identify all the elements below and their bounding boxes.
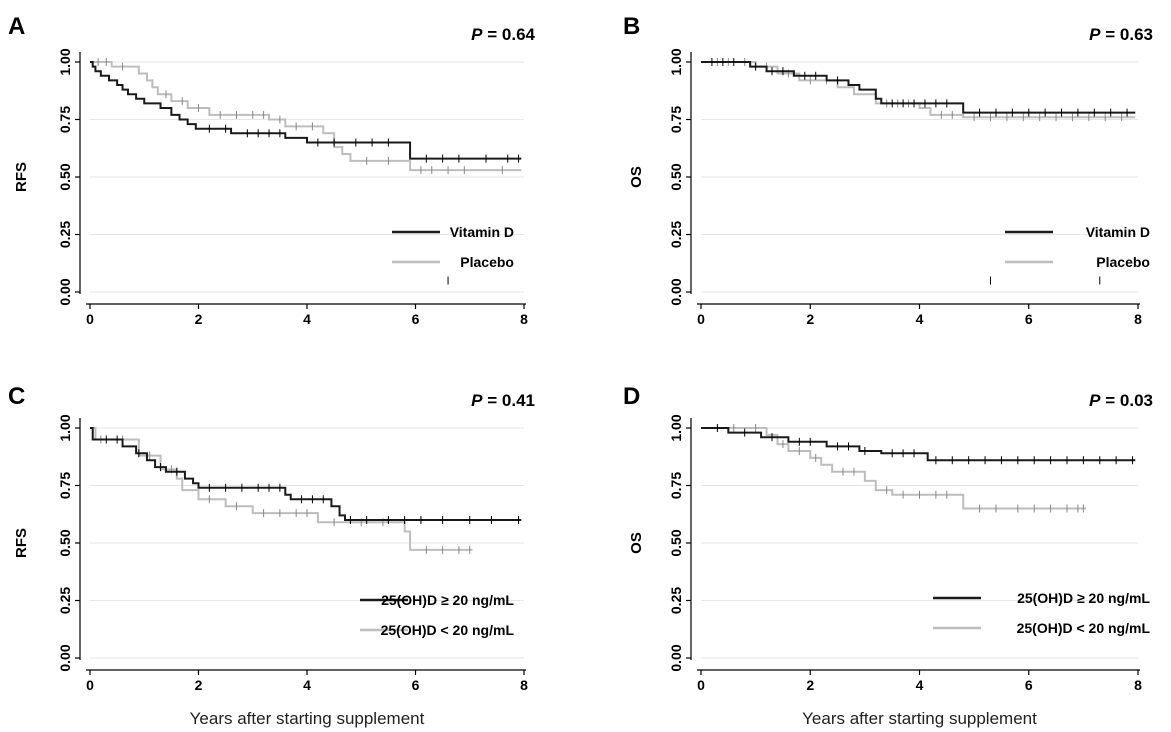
x-tick-label: 6	[1025, 677, 1033, 693]
y-tick-label: 0.25	[57, 587, 73, 614]
x-tick-label: 4	[916, 311, 924, 327]
series-line	[701, 61, 1136, 114]
x-tick-label: 2	[806, 677, 814, 693]
y-tick-label: 0.75	[668, 472, 684, 499]
x-tick-label: 6	[412, 311, 420, 327]
legend-label: 25(OH)D < 20 ng/mL	[1017, 620, 1151, 636]
panel-letter: D	[623, 383, 640, 410]
panel-letter: C	[8, 383, 25, 410]
x-tick-label: 0	[697, 311, 705, 327]
series-line	[701, 61, 1136, 119]
y-axis-title: OS	[628, 532, 645, 554]
x-tick-label: 4	[916, 677, 924, 693]
x-tick-label: 0	[697, 677, 705, 693]
panel-b: B P = 0.63 0.00 0.25 0.50 0.75 1.00 0 2 4 6 8 OS Vi…	[623, 13, 1153, 327]
y-axis-title: OS	[628, 166, 645, 188]
x-tick-label: 6	[1025, 311, 1033, 327]
plot-area: 0.00 0.25 0.50 0.75 1.00 0 2 4 6 8 OS Vitamin D Plac…	[628, 48, 1150, 327]
y-tick-label: 0.50	[668, 529, 684, 556]
y-tick-label: 0.00	[57, 644, 73, 671]
plot-area: 0.00 0.25 0.50 0.75 1.00 0 2 4 6 8 RFS Vitamin D Pla…	[13, 48, 528, 327]
x-axis-title: Years after starting supplement	[802, 709, 1037, 728]
series-line	[90, 61, 522, 160]
y-tick-label: 1.00	[57, 414, 73, 441]
x-tick-label: 2	[806, 311, 814, 327]
y-tick-label: 1.00	[57, 48, 73, 75]
x-tick-label: 2	[195, 677, 203, 693]
p-value: P = 0.64	[471, 25, 535, 44]
y-tick-label: 0.50	[57, 529, 73, 556]
plot-area: 0.00 0.25 0.50 0.75 1.00 0 2 4 6 8 OS Years after s…	[628, 414, 1150, 728]
series-line	[90, 61, 522, 172]
x-tick-label: 8	[1134, 311, 1142, 327]
series-line	[90, 427, 473, 551]
panel-d: D P = 0.03 0.00 0.25 0.50 0.75 1.00 0 2 4 6 8 OS Ye…	[623, 383, 1153, 728]
legend-label: Vitamin D	[450, 224, 514, 240]
series-line	[90, 427, 522, 521]
y-tick-label: 0.75	[57, 106, 73, 133]
x-tick-label: 0	[86, 311, 94, 327]
y-tick-label: 0.25	[668, 587, 684, 614]
y-tick-label: 0.75	[668, 106, 684, 133]
x-tick-label: 8	[520, 311, 528, 327]
y-tick-label: 0.25	[57, 221, 73, 248]
panel-letter: B	[623, 13, 640, 40]
y-tick-label: 0.00	[668, 278, 684, 305]
legend-label: 25(OH)D < 20 ng/mL	[381, 622, 515, 638]
plot-area: 0.00 0.25 0.50 0.75 1.00 0 2 4 6 8 RFS Years after …	[13, 414, 528, 728]
legend-label: 25(OH)D ≥ 20 ng/mL	[381, 592, 514, 608]
series-line	[701, 427, 1087, 510]
x-tick-label: 6	[412, 677, 420, 693]
legend-label: Placebo	[1096, 254, 1150, 270]
y-tick-label: 0.00	[668, 644, 684, 671]
p-value: P = 0.41	[471, 391, 535, 410]
p-value: P = 0.03	[1089, 391, 1153, 410]
y-tick-label: 0.50	[57, 163, 73, 190]
y-axis-title: RFS	[13, 162, 30, 192]
panel-c: C P = 0.41 0.00 0.25 0.50 0.75 1.00 0 2 4 6 8 RFS Y…	[8, 383, 535, 728]
x-tick-label: 0	[86, 677, 94, 693]
legend-label: Vitamin D	[1086, 224, 1150, 240]
panel-letter: A	[8, 13, 25, 40]
x-tick-label: 8	[520, 677, 528, 693]
x-tick-label: 4	[303, 311, 311, 327]
x-tick-label: 4	[303, 677, 311, 693]
y-tick-label: 0.00	[57, 278, 73, 305]
y-tick-label: 0.50	[668, 163, 684, 190]
p-value: P = 0.63	[1089, 25, 1153, 44]
legend-label: 25(OH)D ≥ 20 ng/mL	[1017, 590, 1150, 606]
x-axis-title: Years after starting supplement	[190, 709, 425, 728]
y-axis-title: RFS	[13, 528, 30, 558]
y-tick-label: 0.75	[57, 472, 73, 499]
y-tick-label: 0.25	[668, 221, 684, 248]
panel-a: A P = 0.64 0.00 0.25 0.50 0.75 1.00 0 2 4 6 8 RFS V…	[8, 13, 536, 327]
y-tick-label: 1.00	[668, 48, 684, 75]
y-tick-label: 1.00	[668, 414, 684, 441]
x-tick-label: 2	[195, 311, 203, 327]
x-tick-label: 8	[1134, 677, 1142, 693]
legend-label: Placebo	[460, 254, 514, 270]
